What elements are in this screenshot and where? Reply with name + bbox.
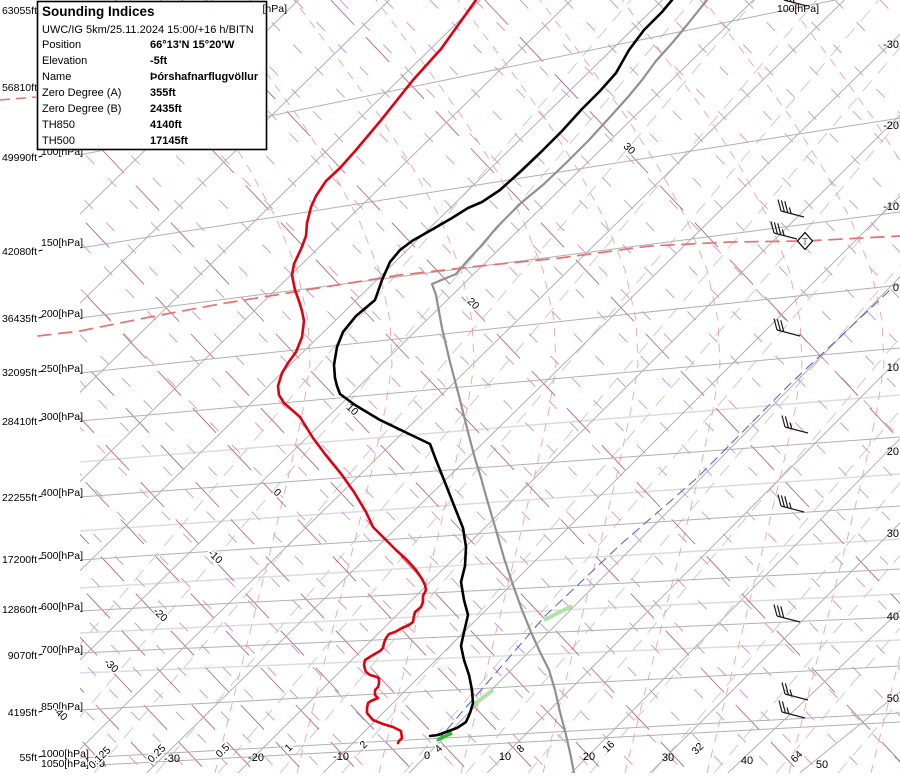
svg-text:TH850: TH850 [42,119,75,131]
svg-text:40: 40 [887,611,899,623]
svg-text:300[hPa]: 300[hPa] [41,411,83,423]
svg-text:TH500: TH500 [42,135,75,147]
svg-text:32095ft: 32095ft [2,367,37,379]
svg-text:12860ft: 12860ft [2,604,37,616]
svg-text:355ft: 355ft [150,87,176,99]
svg-text:Position: Position [42,39,81,51]
svg-text:22255ft: 22255ft [2,492,37,504]
svg-text:-30: -30 [164,753,180,765]
svg-text:Þórshafnarflugvöllur: Þórshafnarflugvöllur [150,71,259,83]
svg-text:28410ft: 28410ft [2,416,37,428]
svg-text:Zero Degree (A): Zero Degree (A) [42,87,121,99]
svg-text:-20: -20 [883,120,899,132]
svg-text:600[hPa]: 600[hPa] [41,601,83,613]
svg-text:700[hPa]: 700[hPa] [41,644,83,656]
svg-text:400[hPa]: 400[hPa] [41,487,83,499]
svg-text:-20: -20 [248,752,264,764]
svg-text:20: 20 [887,446,899,458]
svg-text:10: 10 [887,362,899,374]
svg-text:50: 50 [887,693,899,705]
svg-text:2435ft: 2435ft [150,103,182,115]
svg-text:UWC/IG 5km/25.11.2024 15:00/+1: UWC/IG 5km/25.11.2024 15:00/+16 h/BITN [42,24,254,36]
svg-text:100[hPa]: 100[hPa] [777,3,819,15]
svg-text:500[hPa]: 500[hPa] [41,550,83,562]
svg-text:66°13'N 15°20'W: 66°13'N 15°20'W [150,39,235,51]
svg-text:0: 0 [893,282,899,294]
svg-text:17200ft: 17200ft [2,554,37,566]
svg-text:4195ft: 4195ft [8,707,37,719]
svg-text:55ft: 55ft [19,752,37,764]
svg-text:36435ft: 36435ft [2,313,37,325]
svg-text:-30: -30 [883,39,899,51]
svg-text:250[hPa]: 250[hPa] [41,363,83,375]
svg-text:30: 30 [662,752,674,764]
svg-text:10: 10 [499,751,511,763]
svg-text:200[hPa]: 200[hPa] [41,308,83,320]
svg-text:17145ft: 17145ft [150,135,188,147]
svg-text:Sounding Indices: Sounding Indices [42,4,155,19]
svg-text:20: 20 [583,751,595,763]
svg-text:850[hPa]: 850[hPa] [41,701,83,713]
svg-text:30: 30 [887,528,899,540]
svg-text:42080ft: 42080ft [2,246,37,258]
svg-text:Elevation: Elevation [42,55,87,67]
svg-text:9070ft: 9070ft [8,650,37,662]
svg-text:1050[hPa]: 1050[hPa] [41,758,89,770]
svg-text:-10: -10 [883,201,899,213]
svg-text:-10: -10 [333,751,349,763]
svg-text:4140ft: 4140ft [150,119,182,131]
svg-text:150[hPa]: 150[hPa] [41,237,83,249]
svg-text:T: T [802,237,808,248]
svg-text:-40: -40 [89,758,105,770]
svg-text:[hPa]: [hPa] [263,3,288,15]
svg-text:0: 0 [424,750,430,762]
svg-text:Name: Name [42,71,71,83]
svg-text:50: 50 [816,759,828,771]
svg-text:56810ft: 56810ft [2,82,37,94]
svg-text:49990ft: 49990ft [2,152,37,164]
svg-text:40: 40 [741,755,753,767]
svg-text:1000[hPa]: 1000[hPa] [41,748,89,760]
svg-text:-5ft: -5ft [150,55,167,67]
svg-text:63055ft: 63055ft [2,5,37,17]
svg-text:Zero Degree (B): Zero Degree (B) [42,103,121,115]
